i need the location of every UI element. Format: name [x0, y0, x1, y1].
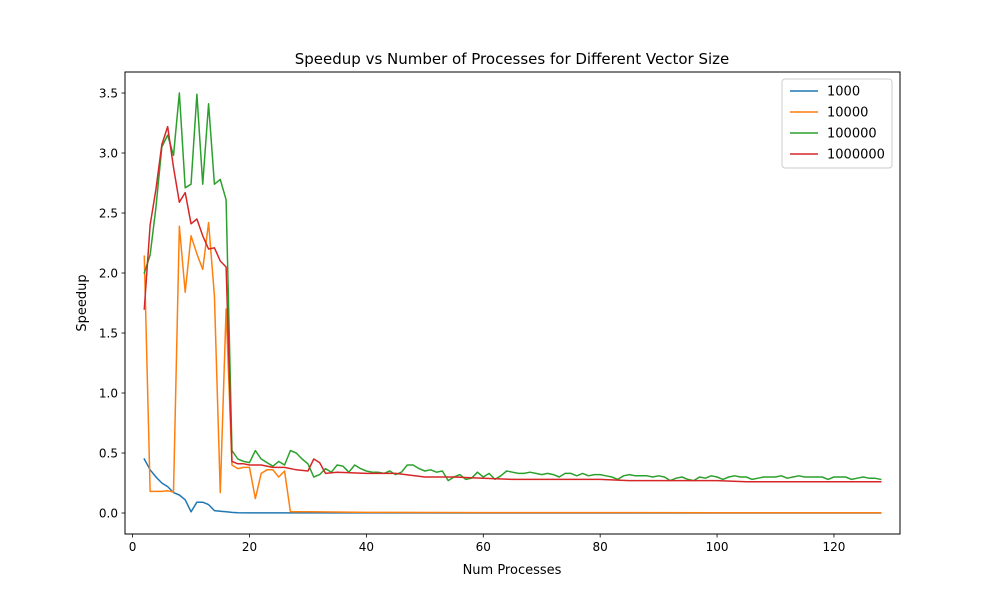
- series-line-1000000: [143, 125, 882, 483]
- series-line-100000: [143, 92, 882, 482]
- y-axis: 0.0 0.5 1.0 1.5 2.0 2.5 3.0 3.5: [99, 87, 125, 521]
- y-tick-label: 3.5: [99, 87, 118, 101]
- series-line-10000: [143, 221, 882, 514]
- x-axis: 0 20 40 60 80 100 120: [129, 534, 846, 554]
- x-tick-label: 20: [242, 540, 257, 554]
- x-axis-label: Num Processes: [463, 563, 562, 578]
- legend-label-1000: 1000: [827, 85, 860, 100]
- legend: 1000 10000 100000 1000000: [781, 78, 893, 169]
- y-tick-label: 1.5: [99, 327, 118, 341]
- y-tick-label: 3.0: [99, 147, 118, 161]
- x-tick-label: 0: [129, 540, 137, 554]
- y-tick-label: 2.5: [99, 207, 118, 221]
- x-tick-label: 120: [823, 540, 846, 554]
- legend-label-100000: 100000: [827, 127, 877, 142]
- x-tick-label: 60: [476, 540, 491, 554]
- plot-lines: [143, 92, 882, 514]
- x-tick-label: 100: [706, 540, 729, 554]
- x-tick-label: 80: [593, 540, 608, 554]
- series-line-1000: [143, 457, 882, 514]
- x-tick-label: 40: [359, 540, 374, 554]
- y-axis-label: Speedup: [75, 274, 90, 331]
- y-tick-label: 0.5: [99, 447, 118, 461]
- y-tick-label: 2.0: [99, 267, 118, 281]
- legend-label-10000: 10000: [827, 106, 868, 121]
- plot-frame: [124, 71, 901, 535]
- legend-box: [781, 78, 893, 169]
- legend-label-1000000: 1000000: [827, 148, 885, 163]
- y-tick-label: 1.0: [99, 387, 118, 401]
- y-tick-label: 0.0: [99, 507, 118, 521]
- chart-title: Speedup vs Number of Processes for Diffe…: [295, 50, 730, 68]
